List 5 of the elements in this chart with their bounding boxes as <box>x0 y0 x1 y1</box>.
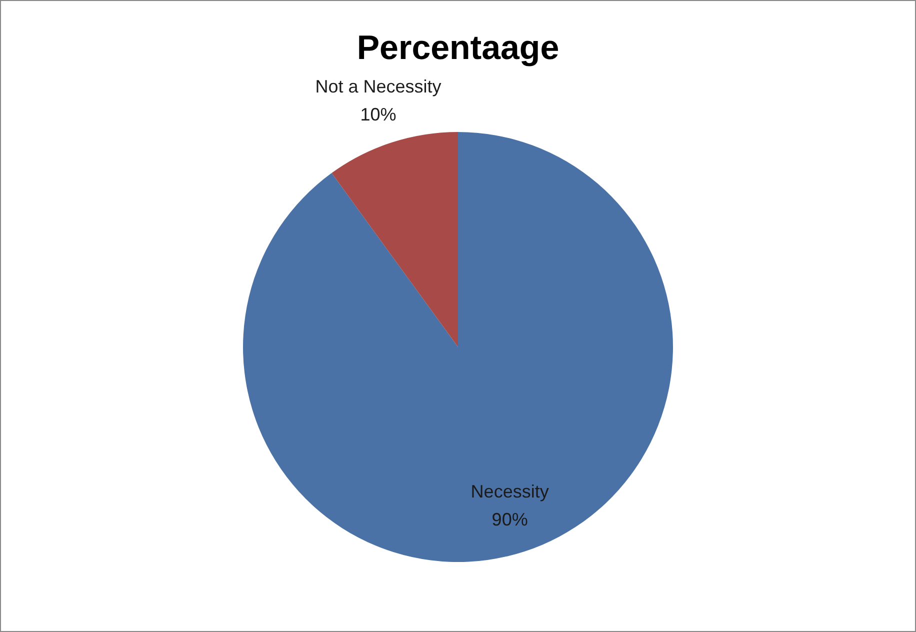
slice-label: Not a Necessity <box>315 76 442 97</box>
data-label: 10% <box>360 104 396 125</box>
chart-title: Percentaage <box>356 29 560 68</box>
data-label: 90% <box>492 509 528 530</box>
slice-label: Necessity <box>470 481 549 502</box>
